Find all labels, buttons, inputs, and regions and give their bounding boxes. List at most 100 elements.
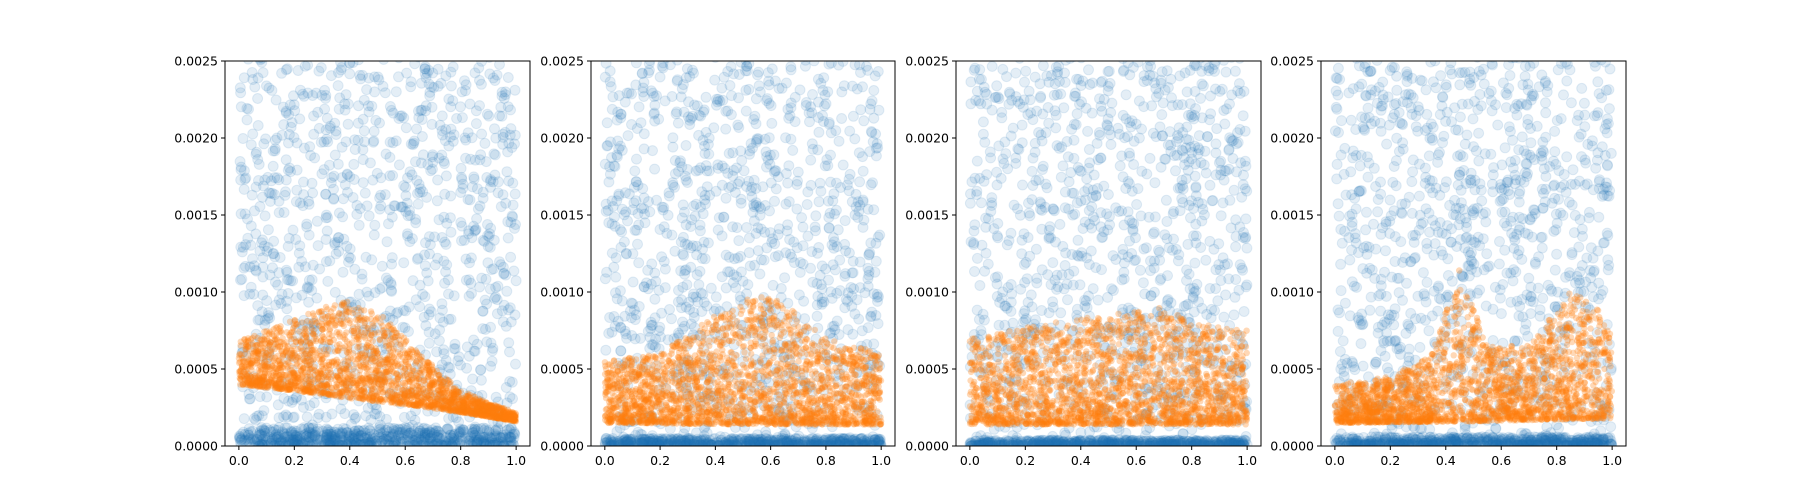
scatter-point: [403, 369, 415, 381]
scatter-point: [490, 282, 502, 293]
scatter-point: [489, 50, 499, 60]
scatter-point: [448, 129, 460, 141]
scatter-point: [720, 105, 732, 117]
scatter-point: [482, 230, 494, 242]
scatter-point: [338, 360, 350, 372]
scatter-point: [481, 172, 493, 183]
scatter-point: [456, 171, 467, 183]
scatter-point: [665, 45, 675, 55]
scatter-point: [401, 67, 413, 79]
scatter-point: [844, 50, 854, 60]
scatter-point: [381, 236, 393, 248]
scatter-point: [509, 138, 520, 150]
scatter-point: [823, 222, 835, 234]
scatter-point: [411, 386, 423, 398]
scatter-point: [243, 61, 254, 65]
scatter-point: [505, 316, 517, 328]
scatter-point: [485, 174, 497, 186]
scatter-point: [346, 302, 358, 313]
scatter-point: [319, 320, 326, 328]
scatter-point: [288, 336, 299, 348]
scatter-point: [368, 135, 380, 147]
scatter-point: [345, 361, 352, 368]
scatter-point: [443, 140, 455, 152]
scatter-point: [340, 437, 352, 446]
scatter-point: [257, 252, 269, 264]
scatter-point: [326, 172, 338, 184]
scatter-point: [339, 408, 351, 420]
scatter-point: [495, 259, 507, 271]
scatter-point: [368, 42, 378, 52]
scatter-point: [604, 161, 616, 173]
scatter-point: [254, 61, 266, 66]
scatter-point: [357, 177, 369, 189]
scatter-point: [828, 232, 839, 244]
scatter-point: [365, 321, 377, 333]
scatter-point: [452, 355, 464, 367]
scatter-point: [649, 293, 661, 305]
scatter-point: [322, 362, 329, 369]
scatter-point: [762, 67, 774, 79]
scatter-point: [474, 281, 486, 293]
scatter-point: [250, 181, 262, 193]
scatter-point: [330, 125, 342, 137]
scatter-point: [375, 172, 387, 184]
scatter-point: [362, 439, 374, 446]
scatter-point: [238, 165, 250, 177]
scatter-point: [855, 104, 867, 116]
scatter-point: [862, 273, 874, 285]
scatter-point: [398, 411, 410, 423]
scatter-point: [384, 151, 396, 163]
scatter-point: [374, 411, 386, 422]
scatter-point: [295, 394, 307, 406]
scatter-point: [303, 356, 315, 368]
scatter-point: [283, 137, 294, 149]
scatter-point: [450, 383, 462, 395]
scatter-point: [426, 118, 438, 130]
scatter-point: [234, 156, 246, 167]
scatter-point: [765, 100, 777, 112]
scatter-point: [262, 313, 274, 325]
scatter-point: [603, 176, 615, 188]
scatter-point: [356, 367, 364, 374]
scatter-point: [654, 71, 666, 83]
scatter-point: [468, 410, 475, 418]
scatter-point: [341, 240, 353, 252]
scatter-point: [235, 164, 247, 176]
scatter-point: [369, 71, 381, 83]
scatter-point: [397, 321, 409, 333]
scatter-point: [361, 84, 373, 96]
scatter-point: [857, 151, 868, 163]
scatter-point: [798, 295, 810, 307]
scatter-point: [237, 342, 249, 354]
scatter-point: [387, 378, 394, 385]
scatter-point: [448, 343, 460, 355]
scatter-point: [254, 332, 266, 344]
scatter-point: [356, 273, 368, 285]
scatter-point: [419, 63, 431, 75]
scatter-point: [859, 48, 869, 58]
scatter-point: [268, 351, 275, 358]
scatter-point: [463, 438, 475, 446]
scatter-point: [504, 375, 516, 387]
scatter-point: [369, 86, 381, 98]
scatter-point: [406, 429, 418, 441]
scatter-point: [478, 235, 490, 247]
scatter-point: [442, 395, 450, 403]
scatter-point: [488, 407, 500, 419]
scatter-point: [392, 393, 404, 405]
scatter-point: [333, 207, 345, 219]
scatter-point: [416, 114, 428, 125]
scatter-point: [439, 381, 446, 389]
scatter-point: [329, 286, 341, 298]
scatter-point: [424, 86, 436, 98]
scatter-point: [336, 141, 348, 153]
scatter-point: [234, 82, 246, 94]
scatter-point: [307, 360, 319, 372]
scatter-point: [333, 67, 344, 79]
scatter-point: [250, 265, 262, 277]
scatter-point: [235, 208, 247, 220]
scatter-point: [300, 350, 312, 362]
scatter-point: [259, 210, 271, 222]
scatter-point: [249, 205, 260, 217]
